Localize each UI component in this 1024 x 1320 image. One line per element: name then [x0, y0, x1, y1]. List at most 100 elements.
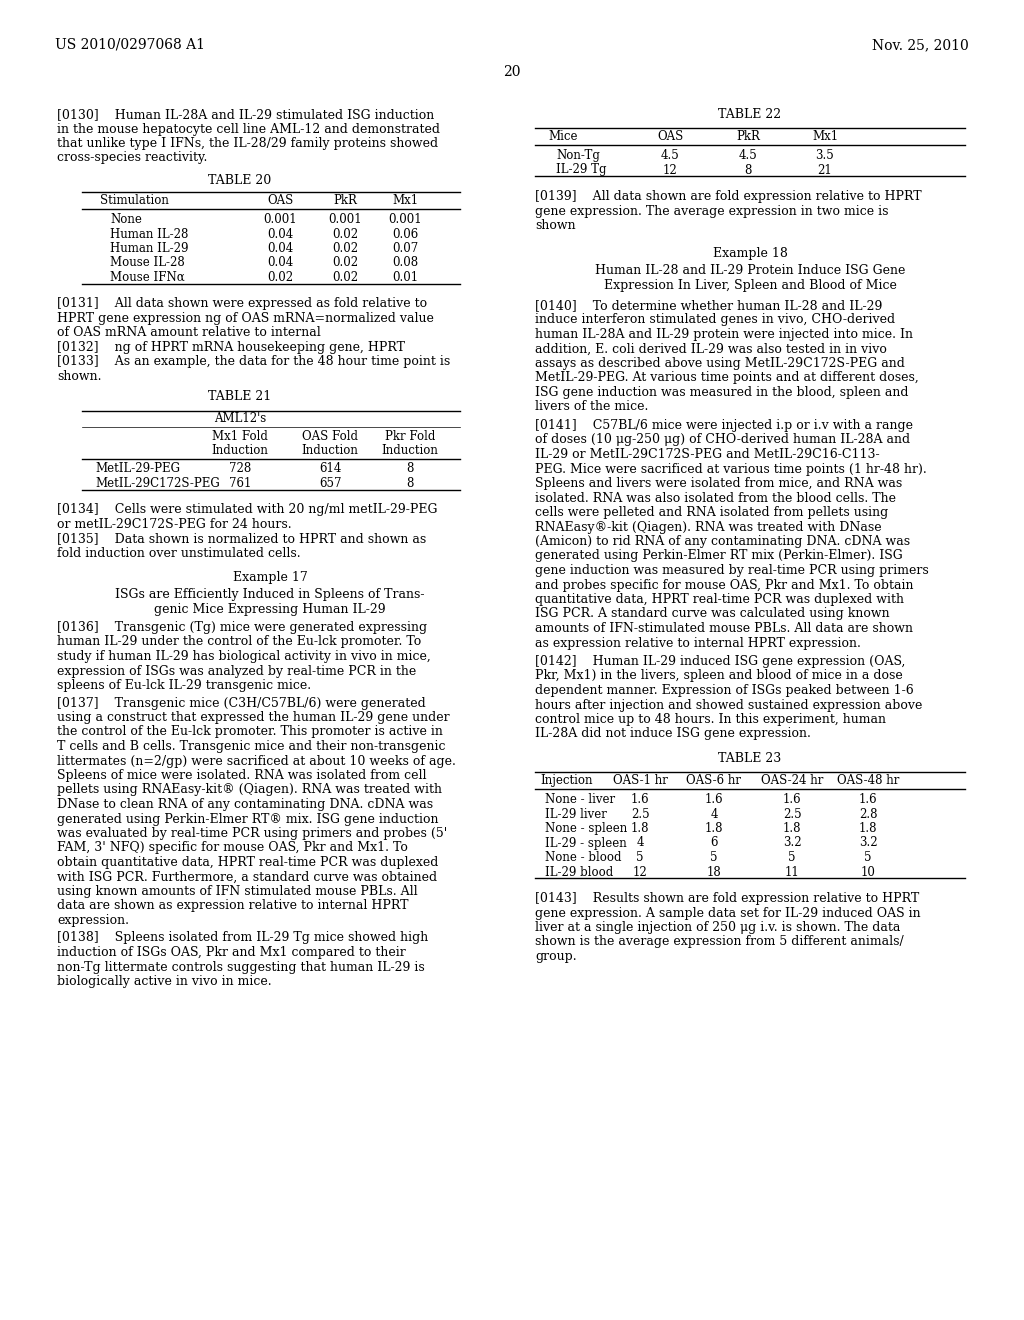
Text: Induction: Induction	[382, 444, 438, 457]
Text: [0130]    Human IL-28A and IL-29 stimulated ISG induction: [0130] Human IL-28A and IL-29 stimulated…	[57, 108, 434, 121]
Text: IL-29 blood: IL-29 blood	[545, 866, 613, 879]
Text: Non-Tg: Non-Tg	[556, 149, 600, 162]
Text: [0138]    Spleens isolated from IL-29 Tg mice showed high: [0138] Spleens isolated from IL-29 Tg mi…	[57, 932, 428, 945]
Text: Nov. 25, 2010: Nov. 25, 2010	[872, 38, 969, 51]
Text: that unlike type I IFNs, the IL-28/29 family proteins showed: that unlike type I IFNs, the IL-28/29 fa…	[57, 137, 438, 150]
Text: Human IL-29: Human IL-29	[110, 242, 188, 255]
Text: expression of ISGs was analyzed by real-time PCR in the: expression of ISGs was analyzed by real-…	[57, 664, 416, 677]
Text: with ISG PCR. Furthermore, a standard curve was obtained: with ISG PCR. Furthermore, a standard cu…	[57, 870, 437, 883]
Text: human IL-29 under the control of the Eu-lck promoter. To: human IL-29 under the control of the Eu-…	[57, 635, 421, 648]
Text: T cells and B cells. Transgenic mice and their non-transgenic: T cells and B cells. Transgenic mice and…	[57, 741, 445, 752]
Text: spleens of Eu-lck IL-29 transgenic mice.: spleens of Eu-lck IL-29 transgenic mice.	[57, 678, 311, 692]
Text: TABLE 21: TABLE 21	[208, 391, 271, 404]
Text: 728: 728	[229, 462, 251, 475]
Text: RNAEasy®-kit (Qiagen). RNA was treated with DNase: RNAEasy®-kit (Qiagen). RNA was treated w…	[535, 520, 882, 533]
Text: PEG. Mice were sacrificed at various time points (1 hr-48 hr).: PEG. Mice were sacrificed at various tim…	[535, 462, 927, 475]
Text: 12: 12	[633, 866, 647, 879]
Text: gene expression. The average expression in two mice is: gene expression. The average expression …	[535, 205, 889, 218]
Text: 0.06: 0.06	[392, 227, 418, 240]
Text: 18: 18	[707, 866, 721, 879]
Text: Induction: Induction	[301, 444, 358, 457]
Text: 2.5: 2.5	[782, 808, 802, 821]
Text: [0134]    Cells were stimulated with 20 ng/ml metIL-29-PEG: [0134] Cells were stimulated with 20 ng/…	[57, 503, 437, 516]
Text: OAS-24 hr: OAS-24 hr	[761, 774, 823, 787]
Text: human IL-28A and IL-29 protein were injected into mice. In: human IL-28A and IL-29 protein were inje…	[535, 327, 913, 341]
Text: 3.2: 3.2	[859, 837, 878, 850]
Text: 4: 4	[636, 837, 644, 850]
Text: FAM, 3' NFQ) specific for mouse OAS, Pkr and Mx1. To: FAM, 3' NFQ) specific for mouse OAS, Pkr…	[57, 842, 408, 854]
Text: Pkr Fold: Pkr Fold	[385, 430, 435, 444]
Text: IL-29 or MetIL-29C172S-PEG and MetIL-29C16-C113-: IL-29 or MetIL-29C172S-PEG and MetIL-29C…	[535, 447, 880, 461]
Text: None - spleen: None - spleen	[545, 822, 628, 836]
Text: PkR: PkR	[736, 129, 760, 143]
Text: dependent manner. Expression of ISGs peaked between 1-6: dependent manner. Expression of ISGs pea…	[535, 684, 913, 697]
Text: 0.01: 0.01	[392, 271, 418, 284]
Text: Spleens of mice were isolated. RNA was isolated from cell: Spleens of mice were isolated. RNA was i…	[57, 770, 427, 781]
Text: MetIL-29-PEG: MetIL-29-PEG	[95, 462, 180, 475]
Text: fold induction over unstimulated cells.: fold induction over unstimulated cells.	[57, 546, 301, 560]
Text: 4.5: 4.5	[660, 149, 679, 162]
Text: control mice up to 48 hours. In this experiment, human: control mice up to 48 hours. In this exp…	[535, 713, 886, 726]
Text: genic Mice Expressing Human IL-29: genic Mice Expressing Human IL-29	[155, 602, 386, 615]
Text: gene induction was measured by real-time PCR using primers: gene induction was measured by real-time…	[535, 564, 929, 577]
Text: 10: 10	[860, 866, 876, 879]
Text: [0140]    To determine whether human IL-28 and IL-29: [0140] To determine whether human IL-28 …	[535, 300, 883, 312]
Text: 0.02: 0.02	[332, 271, 358, 284]
Text: 761: 761	[228, 477, 251, 490]
Text: AML12's: AML12's	[214, 412, 266, 425]
Text: [0135]    Data shown is normalized to HPRT and shown as: [0135] Data shown is normalized to HPRT …	[57, 532, 426, 545]
Text: study if human IL-29 has biological activity in vivo in mice,: study if human IL-29 has biological acti…	[57, 649, 431, 663]
Text: 0.001: 0.001	[328, 213, 361, 226]
Text: assays as described above using MetIL-29C172S-PEG and: assays as described above using MetIL-29…	[535, 356, 905, 370]
Text: 2.5: 2.5	[631, 808, 649, 821]
Text: and probes specific for mouse OAS, Pkr and Mx1. To obtain: and probes specific for mouse OAS, Pkr a…	[535, 578, 913, 591]
Text: PkR: PkR	[333, 194, 357, 207]
Text: 11: 11	[784, 866, 800, 879]
Text: Mx1: Mx1	[812, 129, 838, 143]
Text: 0.04: 0.04	[267, 227, 293, 240]
Text: 657: 657	[318, 477, 341, 490]
Text: shown.: shown.	[57, 370, 101, 383]
Text: Human IL-28: Human IL-28	[110, 227, 188, 240]
Text: 1.8: 1.8	[631, 822, 649, 836]
Text: 4.5: 4.5	[738, 149, 758, 162]
Text: 1.8: 1.8	[705, 822, 723, 836]
Text: 1.6: 1.6	[859, 793, 878, 807]
Text: 8: 8	[407, 477, 414, 490]
Text: 1.6: 1.6	[782, 793, 802, 807]
Text: the control of the Eu-lck promoter. This promoter is active in: the control of the Eu-lck promoter. This…	[57, 726, 442, 738]
Text: induce interferon stimulated genes in vivo, CHO-derived: induce interferon stimulated genes in vi…	[535, 314, 895, 326]
Text: IL-29 Tg: IL-29 Tg	[556, 164, 606, 177]
Text: 0.02: 0.02	[267, 271, 293, 284]
Text: data are shown as expression relative to internal HPRT: data are shown as expression relative to…	[57, 899, 409, 912]
Text: shown: shown	[535, 219, 575, 232]
Text: ISG PCR. A standard curve was calculated using known: ISG PCR. A standard curve was calculated…	[535, 607, 890, 620]
Text: in the mouse hepatocyte cell line AML-12 and demonstrated: in the mouse hepatocyte cell line AML-12…	[57, 123, 440, 136]
Text: [0136]    Transgenic (Tg) mice were generated expressing: [0136] Transgenic (Tg) mice were generat…	[57, 620, 427, 634]
Text: Induction: Induction	[212, 444, 268, 457]
Text: gene expression. A sample data set for IL-29 induced OAS in: gene expression. A sample data set for I…	[535, 907, 921, 920]
Text: generated using Perkin-Elmer RT mix (Perkin-Elmer). ISG: generated using Perkin-Elmer RT mix (Per…	[535, 549, 903, 562]
Text: was evaluated by real-time PCR using primers and probes (5': was evaluated by real-time PCR using pri…	[57, 828, 447, 840]
Text: 0.02: 0.02	[332, 256, 358, 269]
Text: Mx1: Mx1	[392, 194, 418, 207]
Text: littermates (n=2/gp) were sacrificed at about 10 weeks of age.: littermates (n=2/gp) were sacrificed at …	[57, 755, 456, 767]
Text: Mx1 Fold: Mx1 Fold	[212, 430, 268, 444]
Text: cells were pelleted and RNA isolated from pellets using: cells were pelleted and RNA isolated fro…	[535, 506, 888, 519]
Text: or metIL-29C172S-PEG for 24 hours.: or metIL-29C172S-PEG for 24 hours.	[57, 517, 292, 531]
Text: 3.2: 3.2	[782, 837, 802, 850]
Text: of OAS mRNA amount relative to internal: of OAS mRNA amount relative to internal	[57, 326, 321, 339]
Text: 0.02: 0.02	[332, 227, 358, 240]
Text: OAS-48 hr: OAS-48 hr	[837, 774, 899, 787]
Text: using a construct that expressed the human IL-29 gene under: using a construct that expressed the hum…	[57, 711, 450, 723]
Text: 4: 4	[711, 808, 718, 821]
Text: TABLE 20: TABLE 20	[208, 174, 271, 187]
Text: biologically active in vivo in mice.: biologically active in vivo in mice.	[57, 975, 271, 987]
Text: OAS Fold: OAS Fold	[302, 430, 358, 444]
Text: 0.02: 0.02	[332, 242, 358, 255]
Text: [0143]    Results shown are fold expression relative to HPRT: [0143] Results shown are fold expression…	[535, 892, 920, 906]
Text: ISGs are Efficiently Induced in Spleens of Trans-: ISGs are Efficiently Induced in Spleens …	[116, 587, 425, 601]
Text: 20: 20	[503, 65, 521, 79]
Text: US 2010/0297068 A1: US 2010/0297068 A1	[55, 38, 205, 51]
Text: 0.04: 0.04	[267, 256, 293, 269]
